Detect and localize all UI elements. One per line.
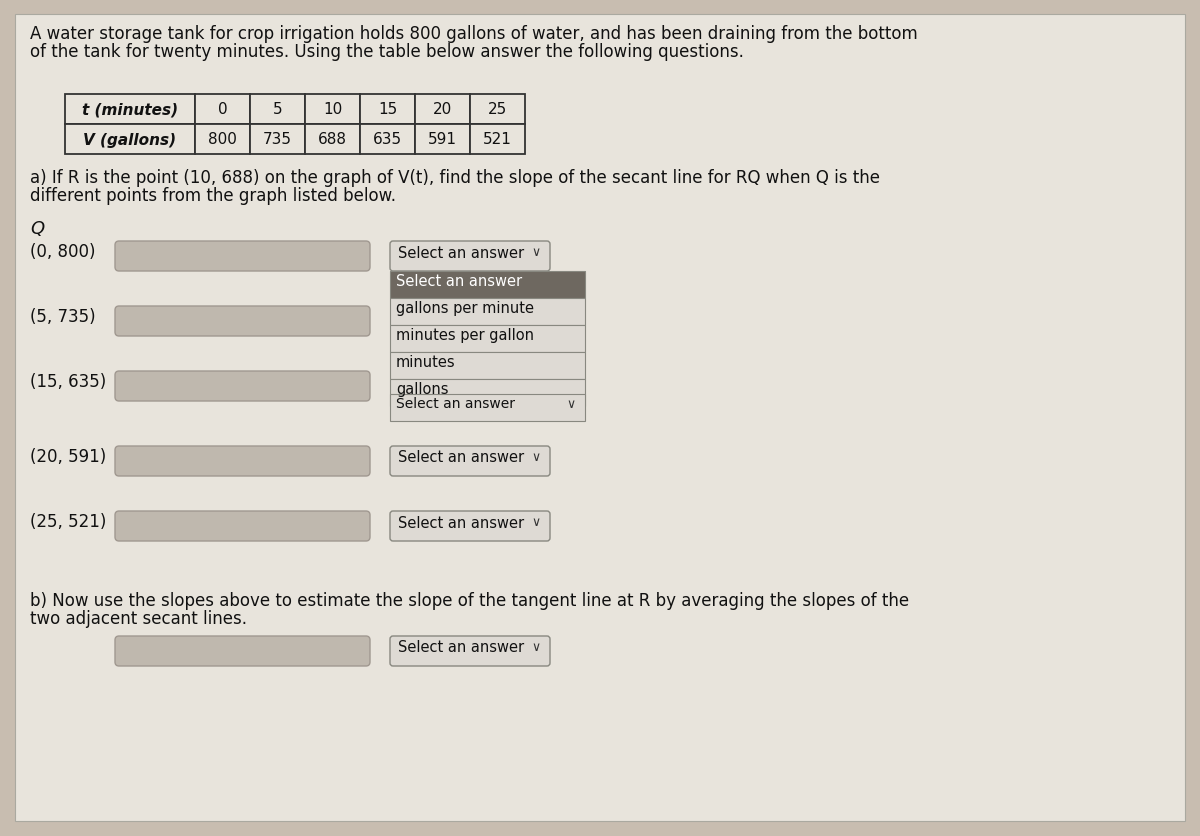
Text: of the tank for twenty minutes. Using the table below answer the following quest: of the tank for twenty minutes. Using th… <box>30 43 744 61</box>
Bar <box>415 95 470 125</box>
FancyBboxPatch shape <box>115 307 370 337</box>
FancyBboxPatch shape <box>390 446 550 477</box>
Text: 20: 20 <box>433 102 452 117</box>
Text: 688: 688 <box>318 132 347 147</box>
Text: 15: 15 <box>378 102 397 117</box>
Text: 10: 10 <box>323 102 342 117</box>
Text: 800: 800 <box>208 132 236 147</box>
Text: Q: Q <box>30 220 44 237</box>
FancyBboxPatch shape <box>115 446 370 477</box>
Text: ∨: ∨ <box>532 247 540 259</box>
FancyBboxPatch shape <box>390 512 550 542</box>
Bar <box>360 125 415 155</box>
Text: (5, 735): (5, 735) <box>30 308 96 325</box>
Text: two adjacent secant lines.: two adjacent secant lines. <box>30 609 247 627</box>
Bar <box>470 125 526 155</box>
Bar <box>305 95 360 125</box>
Text: gallons per minute: gallons per minute <box>396 301 534 316</box>
Text: 5: 5 <box>272 102 282 117</box>
Text: 635: 635 <box>373 132 402 147</box>
Text: minutes per gallon: minutes per gallon <box>396 328 534 343</box>
Text: (20, 591): (20, 591) <box>30 447 107 466</box>
Bar <box>470 95 526 125</box>
Text: 735: 735 <box>263 132 292 147</box>
Bar <box>390 353 586 380</box>
Text: Select an answer: Select an answer <box>398 640 524 655</box>
Text: different points from the graph listed below.: different points from the graph listed b… <box>30 186 396 205</box>
Text: Select an answer: Select an answer <box>398 515 524 530</box>
Bar <box>390 380 586 406</box>
Bar <box>360 95 415 125</box>
Text: ∨: ∨ <box>532 640 540 654</box>
Text: (15, 635): (15, 635) <box>30 373 107 390</box>
Text: V (gallons): V (gallons) <box>84 132 176 147</box>
Bar <box>65 125 194 155</box>
FancyBboxPatch shape <box>115 512 370 542</box>
Bar <box>390 325 586 353</box>
Text: gallons: gallons <box>396 381 449 396</box>
Text: Select an answer: Select an answer <box>398 450 524 465</box>
Text: t (minutes): t (minutes) <box>82 102 178 117</box>
Text: minutes: minutes <box>396 354 456 370</box>
Text: Select an answer: Select an answer <box>396 397 515 411</box>
Text: Select an answer: Select an answer <box>398 245 524 260</box>
Text: Select an answer: Select an answer <box>396 273 522 288</box>
Bar <box>390 298 586 325</box>
Text: ∨: ∨ <box>532 516 540 529</box>
Text: 521: 521 <box>484 132 512 147</box>
Bar <box>250 125 305 155</box>
Bar <box>390 272 586 298</box>
Text: ∨: ∨ <box>566 398 576 410</box>
FancyBboxPatch shape <box>390 242 550 272</box>
Bar <box>194 125 250 155</box>
Text: b) Now use the slopes above to estimate the slope of the tangent line at R by av: b) Now use the slopes above to estimate … <box>30 591 910 609</box>
Text: ∨: ∨ <box>532 451 540 464</box>
Text: 25: 25 <box>488 102 508 117</box>
FancyBboxPatch shape <box>390 636 550 666</box>
Text: 0: 0 <box>217 102 227 117</box>
Text: (25, 521): (25, 521) <box>30 512 107 530</box>
Bar <box>194 95 250 125</box>
Bar <box>250 95 305 125</box>
Text: 591: 591 <box>428 132 457 147</box>
Text: (0, 800): (0, 800) <box>30 242 96 261</box>
Bar <box>305 125 360 155</box>
Bar <box>390 395 586 421</box>
FancyBboxPatch shape <box>115 371 370 401</box>
Text: a) If R is the point (10, 688) on the graph of V(t), find the slope of the secan: a) If R is the point (10, 688) on the gr… <box>30 169 880 186</box>
Bar <box>415 125 470 155</box>
Text: A water storage tank for crop irrigation holds 800 gallons of water, and has bee: A water storage tank for crop irrigation… <box>30 25 918 43</box>
FancyBboxPatch shape <box>115 242 370 272</box>
FancyBboxPatch shape <box>115 636 370 666</box>
Bar <box>65 95 194 125</box>
